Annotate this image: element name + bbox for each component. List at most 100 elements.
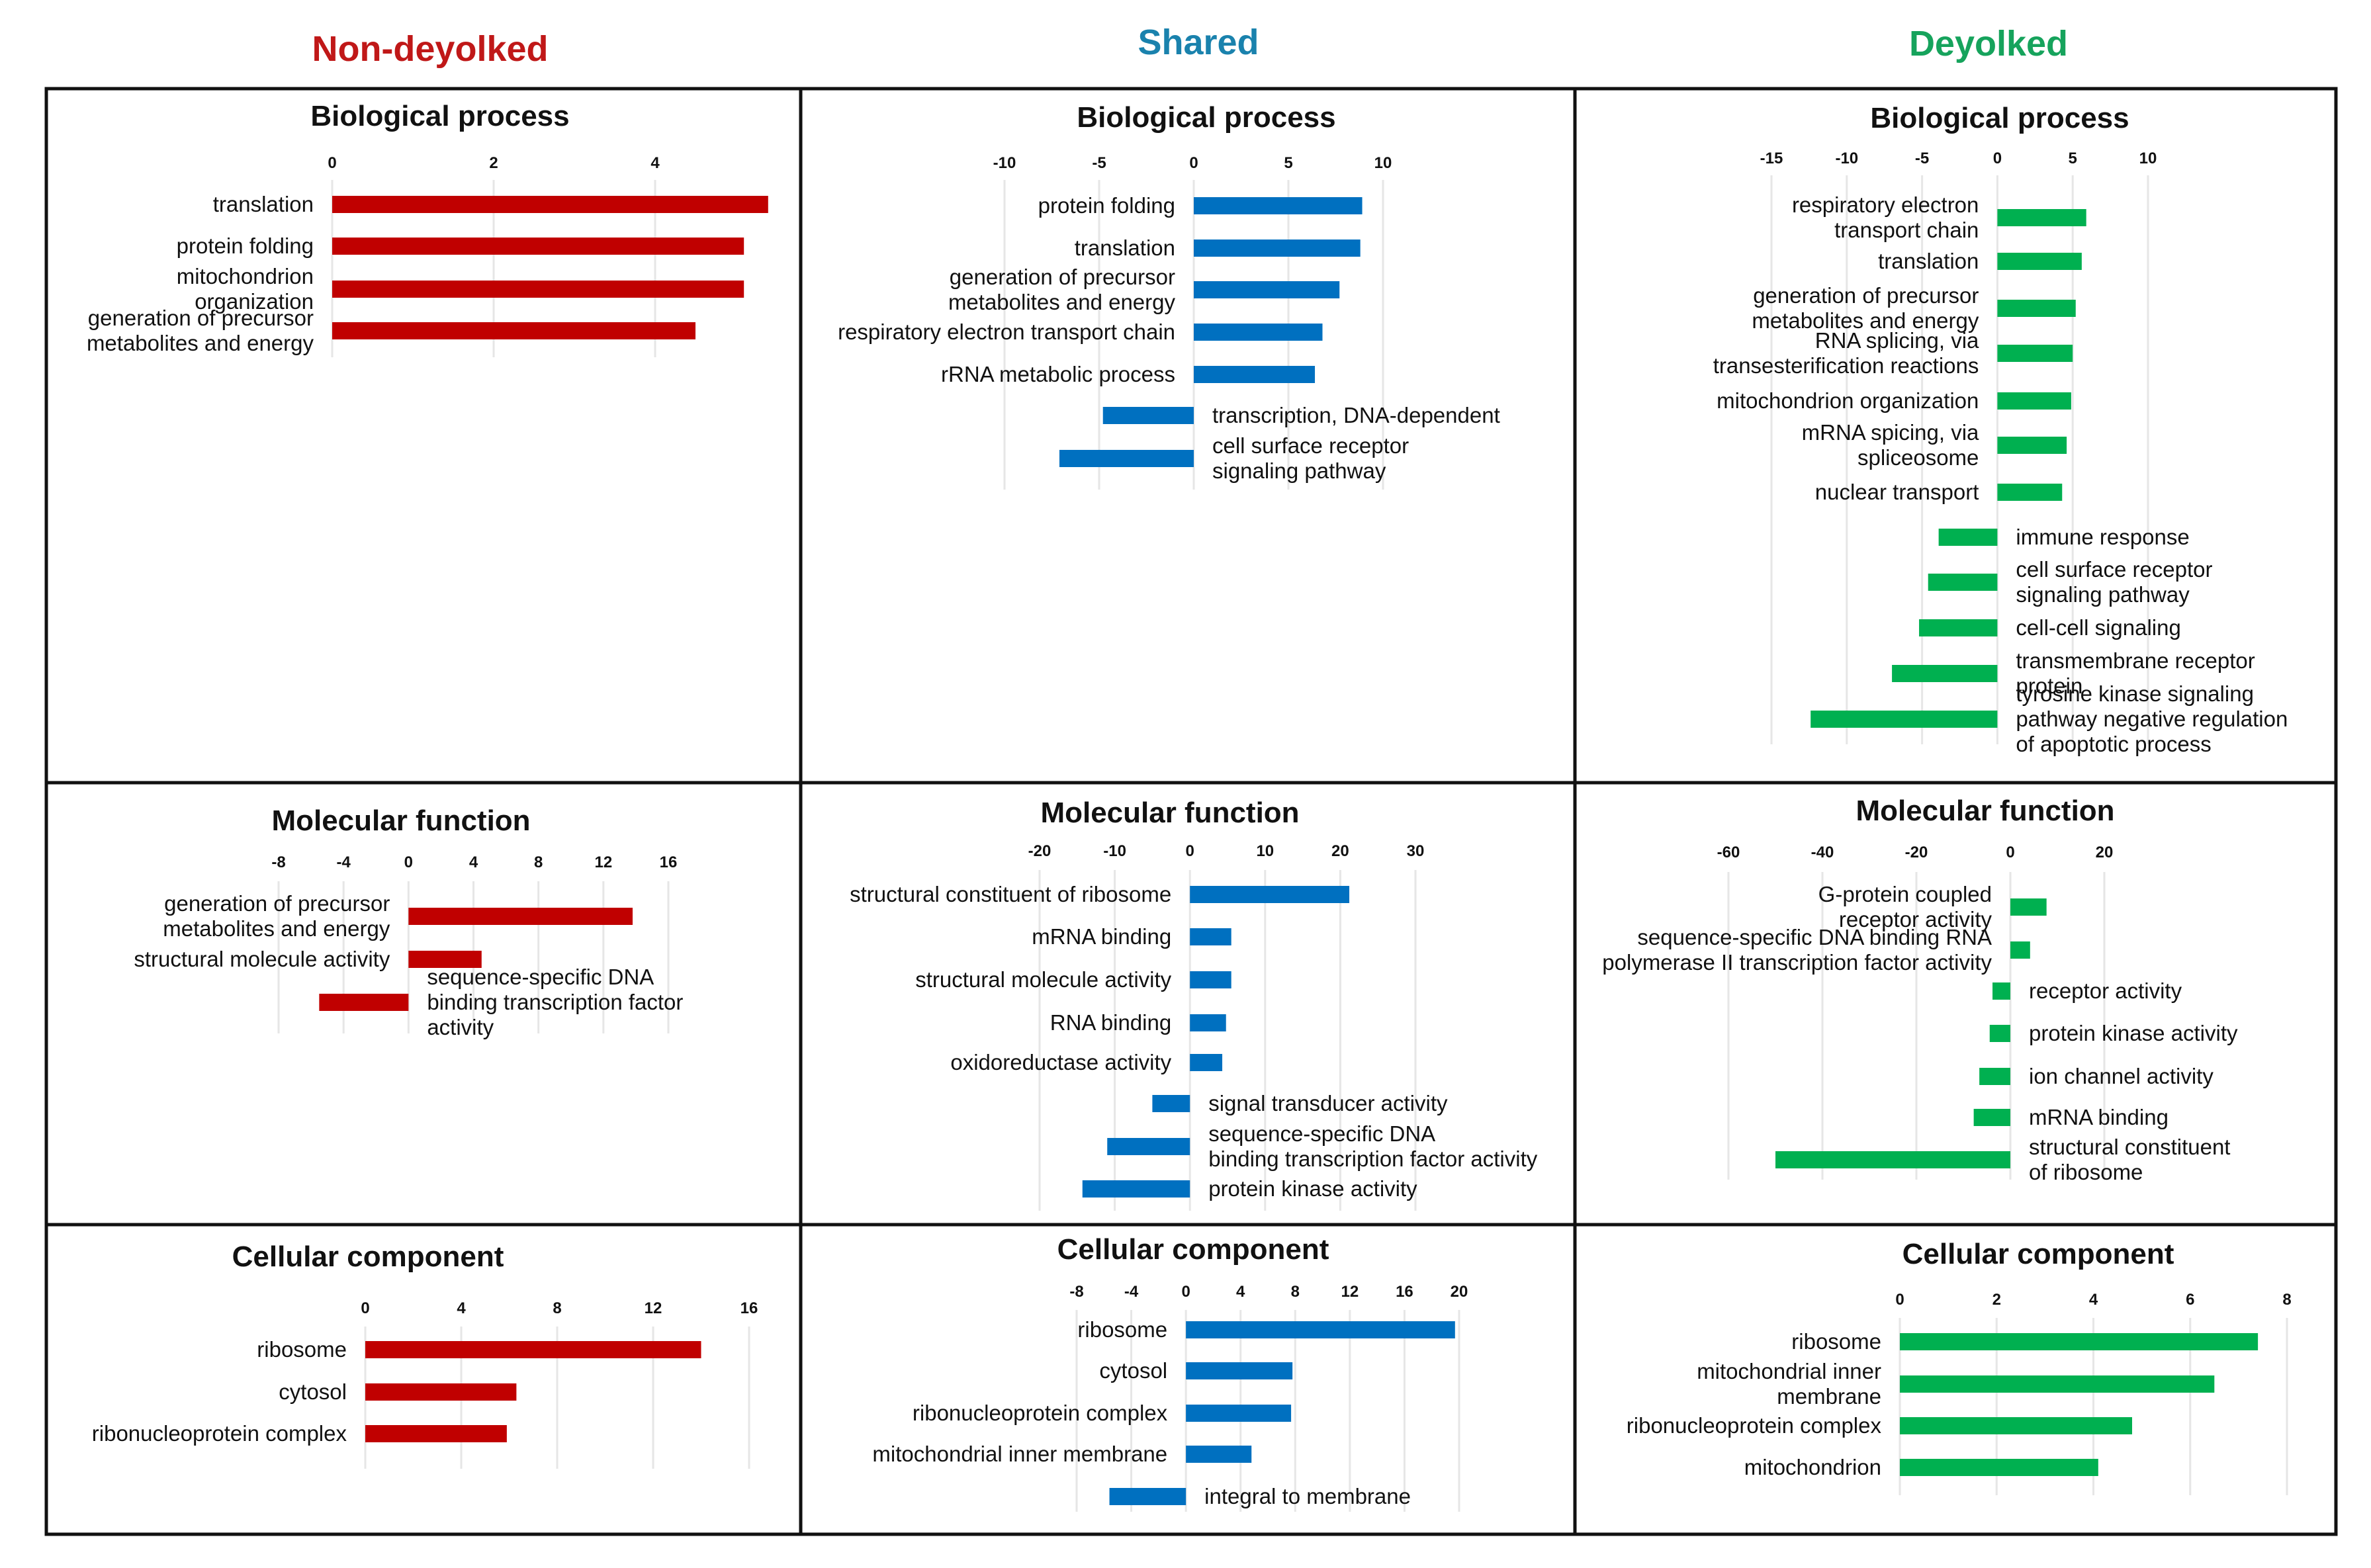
category-label: cytosol [1099,1358,1167,1383]
x-tick-label: 0 [1993,150,2002,167]
category-label: structural constituent of ribosome [850,882,1171,906]
bar [1190,886,1350,903]
bar [1194,197,1363,214]
category-label: sequence-specific DNA binding RNA polymer… [1602,925,1992,975]
x-tick-label: 10 [2139,150,2157,167]
category-label: tyrosine kinase signaling pathway negativ… [2016,681,2288,756]
x-tick-label: -4 [1124,1283,1139,1301]
panel-title: Biological process [1077,101,1335,134]
bar [1152,1095,1190,1112]
bar [1900,1375,2215,1393]
x-tick-label: -10 [1103,842,1126,860]
bar [1775,1151,2010,1168]
category-label: translation [1075,236,1175,260]
category-label: sequence-specific DNA binding transcripti… [1208,1121,1538,1171]
category-label: cell surface receptor signaling pathway [1212,433,1409,483]
category-label: protein kinase activity [1208,1176,1417,1201]
panel-title: Cellular component [1902,1238,2174,1270]
bar [2010,941,2030,959]
bar [1938,529,1998,546]
bar [1190,928,1231,945]
x-tick-label: -10 [993,154,1016,172]
bar [1997,437,2067,454]
x-tick-label: -20 [1905,844,1928,861]
bar [365,1425,507,1442]
bar [1190,971,1231,988]
bar [1194,324,1323,341]
category-label: transcription, DNA-dependent [1212,403,1500,427]
category-label: mRNA binding [1032,924,1171,949]
bar [2010,898,2047,916]
category-label: mitochondrion organization [1717,388,1979,413]
x-tick-label: 6 [2186,1291,2194,1309]
chart-panel-sh-cc: Cellular component -8 -4 0 4 8 12 16 20 ribosome c… [872,1233,1468,1512]
category-label: mitochondrial inner membrane [872,1442,1167,1466]
bar [332,322,695,339]
category-label: G-protein coupled receptor activity [1818,882,1992,932]
x-tick-label: 5 [1284,154,1292,172]
category-label: respiratory electron transport chain [838,320,1175,344]
bar [1186,1362,1293,1379]
chart-panel-dy-cc: Cellular component 0 2 4 6 8 ribosome mitochond… [1627,1238,2292,1495]
bar [1082,1180,1190,1198]
bar [319,994,409,1011]
x-tick-label: -5 [1092,154,1106,172]
x-tick-label: -8 [1069,1283,1083,1301]
category-label: generation of precursor metabolites and e… [948,265,1176,314]
panel-title: Molecular function [271,805,530,837]
x-tick-label: -40 [1811,844,1834,861]
bar [1992,982,2010,1000]
panel-title: Molecular function [1856,795,2114,827]
x-tick-label: 0 [1186,842,1194,860]
bar [408,908,633,925]
bar [1186,1446,1252,1463]
x-tick-label: 0 [328,154,336,172]
column-title-deyolked: Deyolked [1909,24,2068,64]
category-label: integral to membrane [1204,1484,1411,1508]
bar [1194,366,1316,383]
x-tick-label: 0 [2006,844,2014,861]
bar [1102,407,1194,424]
category-label: protein folding [177,234,314,258]
column-title-nondeyolked: Non-deyolked [312,29,548,69]
bar [1186,1321,1455,1338]
category-label: protein folding [1038,193,1175,218]
x-tick-label: 0 [1895,1291,1904,1309]
x-tick-label: 5 [2069,150,2077,167]
bar [1186,1405,1292,1422]
x-tick-label: -15 [1760,150,1783,167]
bar [1928,574,1998,591]
bar [1997,484,2063,501]
category-label: signal transducer activity [1208,1091,1448,1115]
category-label: mRNA spicing, via spliceosome [1802,420,1979,470]
category-label: structural molecule activity [915,967,1171,992]
category-label: RNA binding [1050,1010,1171,1035]
x-tick-label: 8 [534,853,543,871]
x-tick-label: 10 [1374,154,1392,172]
category-label: transmembrane receptor protein [2016,648,2255,698]
x-tick-label: 4 [457,1299,466,1317]
x-tick-label: -4 [336,853,351,871]
bar [1194,240,1361,257]
category-label: ribonucleoprotein complex [913,1401,1168,1425]
bar [1997,345,2073,362]
category-label: mitochondrion organization [177,264,314,314]
chart-panel-dy-mf: Molecular function -60 -40 -20 0 20 G-protein … [1602,795,2238,1184]
x-tick-label: 2 [1992,1291,2001,1309]
category-label: translation [1878,249,1979,273]
category-label: ribosome [1791,1329,1881,1354]
x-tick-label: 20 [1451,1283,1468,1301]
bar [1107,1138,1190,1155]
bar [1900,1417,2132,1434]
bar [1892,665,1998,682]
x-tick-label: 16 [740,1299,758,1317]
category-label: cytosol [279,1379,347,1404]
category-label: ribosome [1077,1317,1167,1342]
x-tick-label: -60 [1717,844,1740,861]
panel-title: Cellular component [232,1241,504,1273]
x-tick-label: 0 [361,1299,369,1317]
panel-title: Cellular component [1057,1233,1329,1266]
x-tick-label: 4 [469,853,478,871]
chart-panel-nd-cc: Cellular component 0 4 8 12 16 ribosome cytosol… [92,1241,758,1469]
